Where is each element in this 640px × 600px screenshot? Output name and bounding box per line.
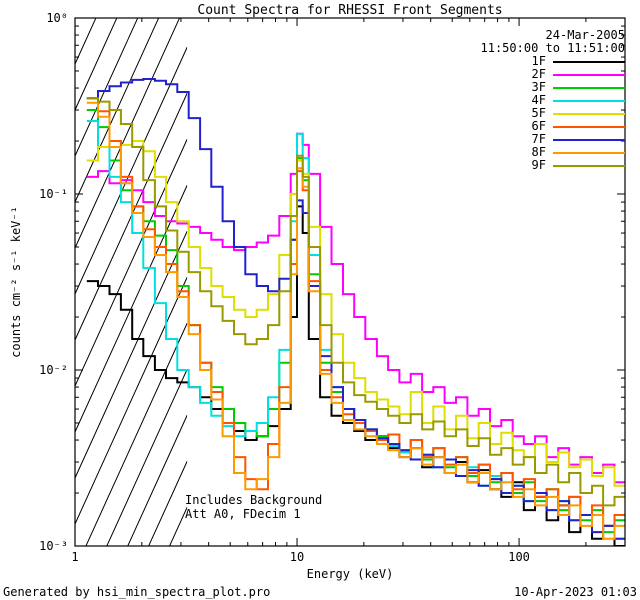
legend-item-7F: 7F bbox=[481, 132, 625, 146]
legend-item-4F: 4F bbox=[481, 93, 625, 107]
series-5F bbox=[86, 140, 625, 487]
plot-title: Count Spectra for RHESSI Front Segments bbox=[197, 3, 503, 18]
legend-item-8F: 8F bbox=[481, 145, 625, 159]
series-1F bbox=[86, 205, 625, 546]
footer-timestamp: 10-Apr-2023 01:03 bbox=[514, 585, 637, 599]
y-tick-label: 10⁻¹ bbox=[39, 187, 68, 201]
series-6F bbox=[86, 97, 625, 527]
legend-swatch bbox=[553, 138, 625, 141]
x-tick-label: 1 bbox=[71, 550, 78, 564]
series-8F bbox=[86, 101, 625, 540]
legend-label: 4F bbox=[531, 93, 546, 107]
legend-label: 9F bbox=[531, 158, 546, 172]
legend-time-range: 11:50:00 to 11:51:00 bbox=[480, 41, 626, 55]
annotation-includes-background: Includes Background bbox=[185, 493, 323, 507]
legend-label: 2F bbox=[531, 67, 546, 81]
legend-swatch bbox=[553, 60, 625, 63]
legend-item-9F: 9F bbox=[481, 158, 625, 172]
legend-swatch bbox=[553, 164, 625, 167]
legend: 24-Mar-2005 11:50:00 to 11:51:00 1F 2F 3F 4… bbox=[480, 28, 626, 172]
y-tick-label: 10⁻² bbox=[39, 363, 68, 377]
legend-label: 1F bbox=[531, 54, 546, 68]
legend-item-5F: 5F bbox=[481, 106, 625, 120]
x-axis-label: Energy (keV) bbox=[306, 567, 394, 581]
legend-label: 3F bbox=[531, 80, 546, 94]
series-2F bbox=[86, 132, 625, 484]
legend-item-6F: 6F bbox=[481, 119, 625, 133]
legend-label: 6F bbox=[531, 119, 546, 133]
legend-label: 8F bbox=[531, 145, 546, 159]
x-tick-label: 100 bbox=[508, 550, 530, 564]
legend-swatch bbox=[553, 151, 625, 154]
legend-swatch bbox=[553, 73, 625, 76]
x-tick-label: 10 bbox=[290, 550, 304, 564]
axes-box bbox=[74, 17, 626, 547]
y-tick-label: 10⁻³ bbox=[39, 539, 68, 553]
legend-item-3F: 3F bbox=[481, 80, 625, 94]
legend-rows: 1F 2F 3F 4F 5F 6F 7F 8F 9F bbox=[481, 54, 625, 172]
footer-generated-by: Generated by hsi_min_spectra_plot.pro bbox=[3, 585, 271, 599]
y-axis-label: counts cm⁻² s⁻¹ keV⁻¹ bbox=[9, 206, 23, 358]
y-tick-label: 10⁰ bbox=[46, 11, 68, 25]
series-group bbox=[86, 78, 625, 546]
legend-label: 7F bbox=[531, 132, 546, 146]
legend-item-1F: 1F bbox=[481, 54, 625, 68]
series-7F bbox=[86, 78, 625, 540]
legend-swatch bbox=[553, 99, 625, 102]
legend-swatch bbox=[553, 112, 625, 115]
annotation-attenuator-state: Att A0, FDecim 1 bbox=[185, 507, 301, 521]
legend-label: 5F bbox=[531, 106, 546, 120]
series-9F bbox=[86, 97, 625, 507]
hatch-region bbox=[75, 18, 188, 546]
legend-swatch bbox=[553, 125, 625, 128]
legend-item-2F: 2F bbox=[481, 67, 625, 81]
legend-date: 24-Mar-2005 bbox=[545, 28, 625, 42]
legend-swatch bbox=[553, 86, 625, 89]
series-4F bbox=[86, 120, 625, 540]
